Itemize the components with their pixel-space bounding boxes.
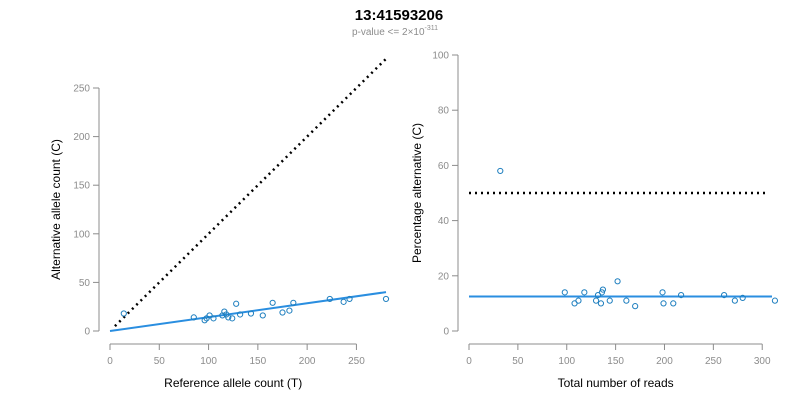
- data-point: [286, 307, 293, 314]
- data-point: [597, 300, 605, 307]
- x-tick-label: 100: [200, 356, 217, 367]
- data-point: [247, 310, 255, 317]
- y-tick-label: 80: [438, 106, 450, 117]
- data-point: [340, 298, 347, 305]
- y-tick-label: 50: [79, 278, 91, 289]
- y-tick-label: 40: [438, 216, 450, 227]
- data-point: [259, 312, 266, 319]
- data-point: [614, 278, 621, 285]
- chart-subtitle: p-value <= 2×10-311: [352, 25, 438, 38]
- data-point: [269, 299, 276, 306]
- y-axis-label: Percentage alternative (C): [410, 123, 424, 263]
- data-point: [206, 312, 213, 319]
- x-tick-label: 250: [705, 356, 722, 367]
- data-point: [731, 297, 738, 304]
- data-point: [497, 167, 504, 175]
- data-point: [771, 297, 779, 304]
- data-point: [120, 310, 127, 317]
- data-point: [290, 299, 297, 306]
- data-point: [279, 309, 286, 316]
- data-point: [670, 300, 677, 307]
- y-tick-label: 20: [438, 271, 450, 282]
- data-point: [598, 289, 606, 296]
- data-point: [592, 297, 600, 304]
- x-axis-label: Reference allele count (T): [164, 376, 302, 390]
- y-axis-label: Alternative allele count (C): [49, 139, 63, 280]
- subtitle-prefix: p-value <= 2×10: [352, 27, 425, 38]
- x-tick-label: 200: [656, 356, 673, 367]
- y-tick-label: 150: [73, 181, 90, 192]
- data-point: [606, 297, 613, 304]
- fit-line: [109, 291, 387, 332]
- y-tick-label: 250: [73, 84, 90, 95]
- data-point: [575, 297, 582, 304]
- x-tick-label: 200: [299, 356, 316, 367]
- y-tick-label: 0: [84, 327, 90, 338]
- data-point: [581, 289, 588, 296]
- data-point: [210, 315, 217, 322]
- data-point: [561, 289, 568, 296]
- data-point: [678, 292, 685, 299]
- data-point: [346, 295, 353, 303]
- expected-line: [114, 57, 387, 328]
- data-point: [623, 297, 630, 304]
- x-tick-label: 50: [512, 356, 524, 367]
- data-point: [739, 294, 746, 301]
- panel-right: 0 20 40 60 80 100 0 50 100 150 200 250 300 Total numb…: [410, 51, 779, 390]
- y-tick-label: 100: [73, 229, 90, 240]
- y-tick-label: 200: [73, 132, 90, 143]
- data-point: [190, 314, 197, 321]
- data-point: [326, 295, 333, 303]
- x-tick-label: 250: [348, 356, 365, 367]
- x-tick-label: 0: [107, 356, 113, 367]
- x-axis-label: Total number of reads: [558, 376, 674, 390]
- x-tick-label: 50: [154, 356, 166, 367]
- subtitle-exponent: -311: [425, 25, 439, 32]
- y-tick-label: 0: [443, 327, 449, 338]
- x-tick-label: 300: [754, 356, 771, 367]
- panel-left: 0 50 100 150 200 250 0 50 100 150 200 250 Reference …: [49, 57, 390, 390]
- data-point: [382, 295, 390, 303]
- data-point: [632, 303, 639, 310]
- data-point: [201, 317, 208, 324]
- x-tick-label: 100: [558, 356, 575, 367]
- data-point: [660, 300, 667, 307]
- data-point: [233, 300, 240, 307]
- x-tick-label: 150: [250, 356, 267, 367]
- data-point: [237, 311, 244, 318]
- y-tick-label: 100: [432, 51, 449, 62]
- x-tick-label: 0: [466, 356, 472, 367]
- data-point: [599, 286, 607, 293]
- x-tick-label: 150: [607, 356, 624, 367]
- data-point: [721, 292, 728, 299]
- data-point: [229, 315, 236, 322]
- data-point: [659, 289, 666, 296]
- chart-title: 13:41593206: [355, 7, 443, 24]
- y-tick-label: 60: [438, 161, 450, 172]
- data-point: [225, 314, 232, 321]
